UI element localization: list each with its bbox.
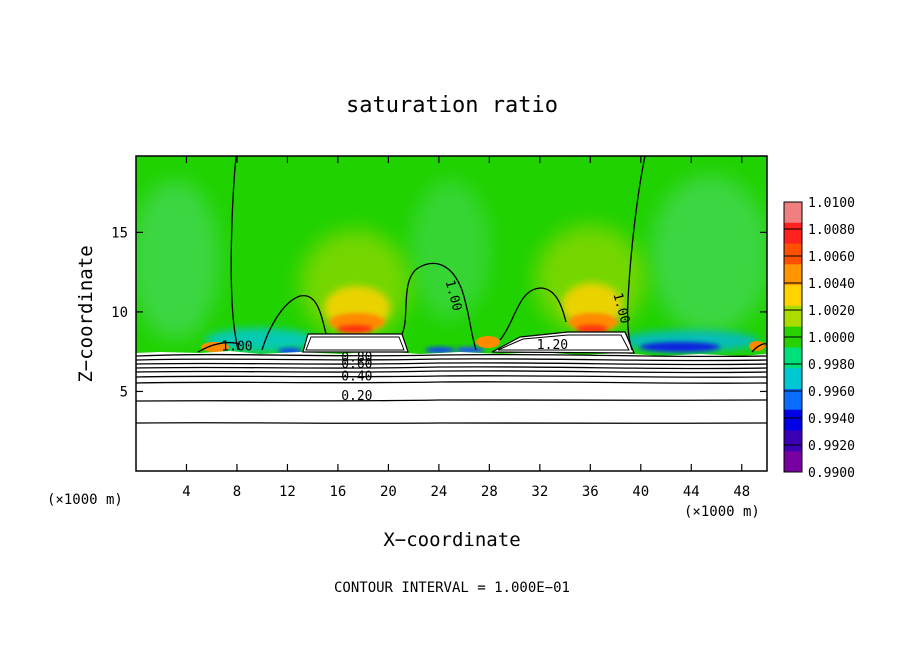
- contour-label-text: 0.80: [341, 351, 372, 366]
- colorbar-tick-label: 0.9900: [808, 466, 855, 481]
- contour-label: 1.00: [221, 340, 252, 355]
- moist-band-left: [136, 180, 220, 340]
- edge-patch-left: [201, 342, 229, 352]
- contour-label-text: 1.20: [537, 338, 568, 353]
- plume-right-red: [576, 325, 608, 333]
- colorbar-segment: [784, 388, 802, 411]
- colorbar-tick-label: 1.0100: [808, 196, 855, 211]
- colorbar-tick-label: 1.0020: [808, 304, 855, 319]
- x-tick-label: 48: [733, 484, 750, 500]
- x-tick-label: 24: [430, 484, 447, 500]
- contour-0.10: [136, 422, 767, 424]
- colorbar-segment: [784, 368, 802, 390]
- contour-1.00-left: [230, 156, 239, 351]
- contour-label-text: 0.20: [341, 389, 372, 404]
- x-tick-label: 20: [380, 484, 397, 500]
- x-tick-label: 4: [182, 484, 190, 500]
- y-axis-ticks: 5 10 15: [111, 225, 767, 400]
- y-axis-label: Z−coordinate: [75, 245, 97, 382]
- x-tick-label: 28: [481, 484, 498, 500]
- colorbar-tick-label: 1.0060: [808, 250, 855, 265]
- plot-frame: [135, 155, 768, 472]
- colorbar-tick-label: 1.0000: [808, 331, 855, 346]
- field-shading: [136, 175, 767, 354]
- colorbar-tick-label: 0.9940: [808, 412, 855, 427]
- contour-0.60: [136, 375, 767, 378]
- contour-0.85: [136, 362, 767, 366]
- plot-area: 1.001.001.001.200.800.600.400.20: [136, 156, 767, 471]
- contour-1.00-low-right: [751, 343, 767, 353]
- dry-band-left: [205, 328, 315, 352]
- x-tick-label: 8: [233, 484, 241, 500]
- contour-label: 0.40: [341, 370, 372, 385]
- dry-core-mid: [455, 347, 485, 353]
- edge-patch-right: [749, 341, 765, 351]
- dry-core-right: [640, 342, 720, 352]
- contour-label: 0.60: [341, 357, 372, 372]
- cloud-top-right-inner: [497, 334, 630, 351]
- contour-0.50: [136, 381, 767, 384]
- contour-label: 0.80: [341, 351, 372, 366]
- colorbar-segment: [784, 451, 802, 473]
- x-axis-label: X−coordinate: [383, 529, 520, 551]
- x-unit-left: (×1000 m): [47, 492, 123, 508]
- contour-1.00-left-lobe: [261, 295, 327, 351]
- moist-band-right: [650, 175, 767, 335]
- colorbar-segment: [784, 409, 802, 431]
- x-tick-label: 40: [632, 484, 649, 500]
- colorbar-tick-label: 0.9980: [808, 358, 855, 373]
- contour-1.00-center-right: [499, 287, 567, 341]
- colorbar-segment: [784, 264, 802, 286]
- moist-band-center: [410, 180, 490, 320]
- x-unit-right: (×1000 m): [684, 504, 760, 520]
- cloud-top-left-inner: [305, 336, 405, 351]
- contour-lines: [136, 156, 767, 424]
- colorbar-tick-label: 0.9960: [808, 385, 855, 400]
- edge-patch-center: [476, 336, 500, 348]
- colorbar-tick-label: 0.9920: [808, 439, 855, 454]
- contour-label-text: 1.00: [221, 340, 252, 355]
- cloud-top-right: [491, 331, 635, 354]
- contour-1.00-low-left: [197, 341, 241, 353]
- colorbar-segment: [784, 285, 802, 307]
- colorbar-segment: [784, 222, 802, 245]
- colorbar-segment: [784, 430, 802, 452]
- contour-0.95: [136, 353, 767, 358]
- contour-1.00-center: [401, 262, 477, 351]
- colorbar: 1.0100 1.0080 1.0060 1.0040 1.0020 1.0000 0.99…: [783, 196, 855, 481]
- contour-interval-note: CONTOUR INTERVAL = 1.000E−01: [334, 580, 570, 596]
- x-tick-label: 16: [329, 484, 346, 500]
- colorbar-tick-label: 1.0040: [808, 277, 855, 292]
- contour-label-text: 0.40: [341, 370, 372, 385]
- plume-left-red: [337, 325, 373, 333]
- x-axis-ticks: 4 8 12 16 20 24 28 32 36 40 44 48: [182, 156, 750, 500]
- contour-0.20: [136, 399, 767, 402]
- contour-1.00-right: [626, 156, 646, 351]
- x-tick-label: 36: [582, 484, 599, 500]
- colorbar-segment: [784, 202, 802, 224]
- x-tick-label: 44: [683, 484, 700, 500]
- contour-0.80: [136, 366, 767, 370]
- contour-label-text: 0.60: [341, 357, 372, 372]
- colorbar-segment: [784, 243, 802, 265]
- contour-label: 1.20: [537, 338, 568, 353]
- x-tick-label: 32: [531, 484, 548, 500]
- contour-label: 0.20: [341, 389, 372, 404]
- undefined-region-lower: [136, 351, 767, 471]
- y-tick-label: 15: [111, 225, 128, 241]
- y-tick-label: 5: [120, 384, 128, 400]
- x-tick-label: 12: [279, 484, 296, 500]
- contour-0.90: [136, 358, 767, 362]
- colorbar-tick-label: 1.0080: [808, 223, 855, 238]
- chart-title: saturation ratio: [346, 93, 558, 118]
- y-tick-label: 10: [111, 305, 128, 321]
- colorbar-segment: [784, 305, 802, 328]
- colorbar-segment: [784, 347, 802, 369]
- contour-0.70: [136, 370, 767, 374]
- dry-core-center: [425, 347, 455, 353]
